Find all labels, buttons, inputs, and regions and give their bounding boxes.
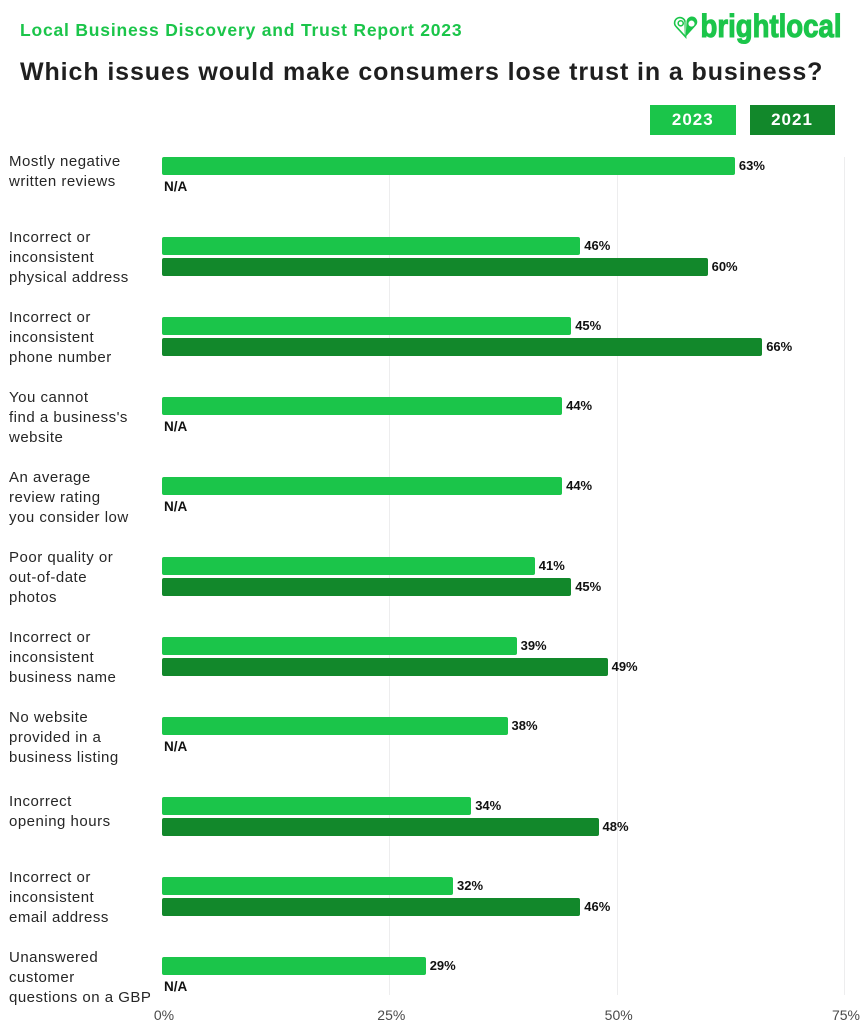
svg-text:brightlocal: brightlocal	[700, 8, 841, 44]
